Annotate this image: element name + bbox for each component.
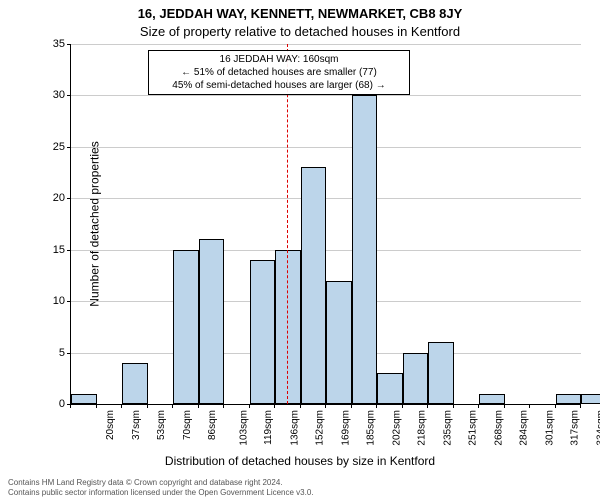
footer-line-1: Contains HM Land Registry data © Crown c… bbox=[8, 478, 314, 488]
x-tick-label: 103sqm bbox=[239, 410, 251, 446]
x-tick-label: 86sqm bbox=[207, 410, 219, 440]
histogram-bar bbox=[71, 394, 97, 404]
y-tick-label: 20 bbox=[35, 192, 65, 204]
x-tick-label: 301sqm bbox=[545, 410, 557, 446]
x-tick-label: 218sqm bbox=[417, 410, 429, 446]
x-tick-label: 185sqm bbox=[366, 410, 378, 446]
x-tick-label: 20sqm bbox=[105, 410, 117, 440]
title-subtitle: Size of property relative to detached ho… bbox=[0, 24, 600, 39]
y-tick-mark bbox=[67, 301, 71, 302]
annotation-line: 16 JEDDAH WAY: 160sqm bbox=[153, 53, 405, 66]
x-tick-mark bbox=[478, 404, 479, 408]
annotation-line: ← 51% of detached houses are smaller (77… bbox=[153, 66, 405, 79]
gridline bbox=[71, 44, 581, 45]
reference-line bbox=[287, 44, 288, 404]
y-tick-mark bbox=[67, 95, 71, 96]
x-tick-mark bbox=[121, 404, 122, 408]
x-tick-mark bbox=[274, 404, 275, 408]
x-tick-mark bbox=[198, 404, 199, 408]
histogram-bar bbox=[301, 167, 326, 404]
histogram-bar bbox=[250, 260, 275, 404]
x-tick-label: 53sqm bbox=[156, 410, 168, 440]
x-tick-mark bbox=[325, 404, 326, 408]
histogram-bar bbox=[173, 250, 199, 404]
x-tick-mark bbox=[351, 404, 352, 408]
histogram-bar bbox=[199, 239, 224, 404]
y-tick-mark bbox=[67, 353, 71, 354]
x-axis-label: Distribution of detached houses by size … bbox=[0, 454, 600, 468]
x-tick-mark bbox=[249, 404, 250, 408]
x-tick-label: 70sqm bbox=[182, 410, 194, 440]
x-tick-mark bbox=[376, 404, 377, 408]
x-tick-mark bbox=[580, 404, 581, 408]
histogram-bar bbox=[377, 373, 403, 404]
histogram-bar bbox=[428, 342, 454, 404]
y-tick-label: 5 bbox=[35, 347, 65, 359]
annotation-line: 45% of semi-detached houses are larger (… bbox=[153, 79, 405, 92]
x-tick-mark bbox=[96, 404, 97, 408]
x-tick-label: 334sqm bbox=[596, 410, 600, 446]
x-tick-label: 119sqm bbox=[263, 410, 275, 445]
y-tick-mark bbox=[67, 198, 71, 199]
plot-area bbox=[70, 44, 581, 405]
x-tick-mark bbox=[300, 404, 301, 408]
histogram-bar bbox=[352, 95, 377, 404]
x-tick-label: 136sqm bbox=[290, 410, 302, 446]
x-tick-mark bbox=[427, 404, 428, 408]
x-tick-mark bbox=[453, 404, 454, 408]
x-tick-mark bbox=[504, 404, 505, 408]
y-tick-label: 10 bbox=[35, 295, 65, 307]
x-tick-label: 251sqm bbox=[468, 410, 480, 446]
y-tick-label: 25 bbox=[35, 141, 65, 153]
title-address: 16, JEDDAH WAY, KENNETT, NEWMARKET, CB8 … bbox=[0, 6, 600, 21]
x-tick-mark bbox=[529, 404, 530, 408]
x-tick-label: 169sqm bbox=[341, 410, 353, 446]
x-tick-mark bbox=[402, 404, 403, 408]
x-tick-mark bbox=[70, 404, 71, 408]
x-tick-mark bbox=[172, 404, 173, 408]
x-tick-mark bbox=[555, 404, 556, 408]
x-tick-label: 152sqm bbox=[315, 410, 327, 446]
histogram-bar bbox=[556, 394, 581, 404]
y-tick-label: 30 bbox=[35, 89, 65, 101]
histogram-bar bbox=[479, 394, 505, 404]
x-tick-label: 317sqm bbox=[570, 410, 582, 446]
x-tick-label: 235sqm bbox=[443, 410, 455, 446]
footer-line-2: Contains public sector information licen… bbox=[8, 488, 314, 498]
gridline bbox=[71, 198, 581, 199]
y-tick-label: 0 bbox=[35, 398, 65, 410]
annotation-box: 16 JEDDAH WAY: 160sqm← 51% of detached h… bbox=[148, 50, 410, 95]
x-tick-label: 284sqm bbox=[519, 410, 531, 446]
y-tick-label: 35 bbox=[35, 38, 65, 50]
gridline bbox=[71, 95, 581, 96]
x-tick-mark bbox=[223, 404, 224, 408]
gridline bbox=[71, 250, 581, 251]
histogram-bar bbox=[403, 353, 428, 404]
y-tick-mark bbox=[67, 250, 71, 251]
x-tick-label: 37sqm bbox=[131, 410, 143, 440]
histogram-bar bbox=[581, 394, 600, 404]
x-tick-label: 268sqm bbox=[494, 410, 506, 446]
footer-attribution: Contains HM Land Registry data © Crown c… bbox=[8, 478, 314, 498]
histogram-bar bbox=[326, 281, 352, 404]
y-tick-label: 15 bbox=[35, 244, 65, 256]
x-tick-mark bbox=[147, 404, 148, 408]
y-tick-mark bbox=[67, 44, 71, 45]
histogram-bar bbox=[122, 363, 148, 404]
x-tick-label: 202sqm bbox=[392, 410, 404, 446]
gridline bbox=[71, 147, 581, 148]
y-tick-mark bbox=[67, 147, 71, 148]
